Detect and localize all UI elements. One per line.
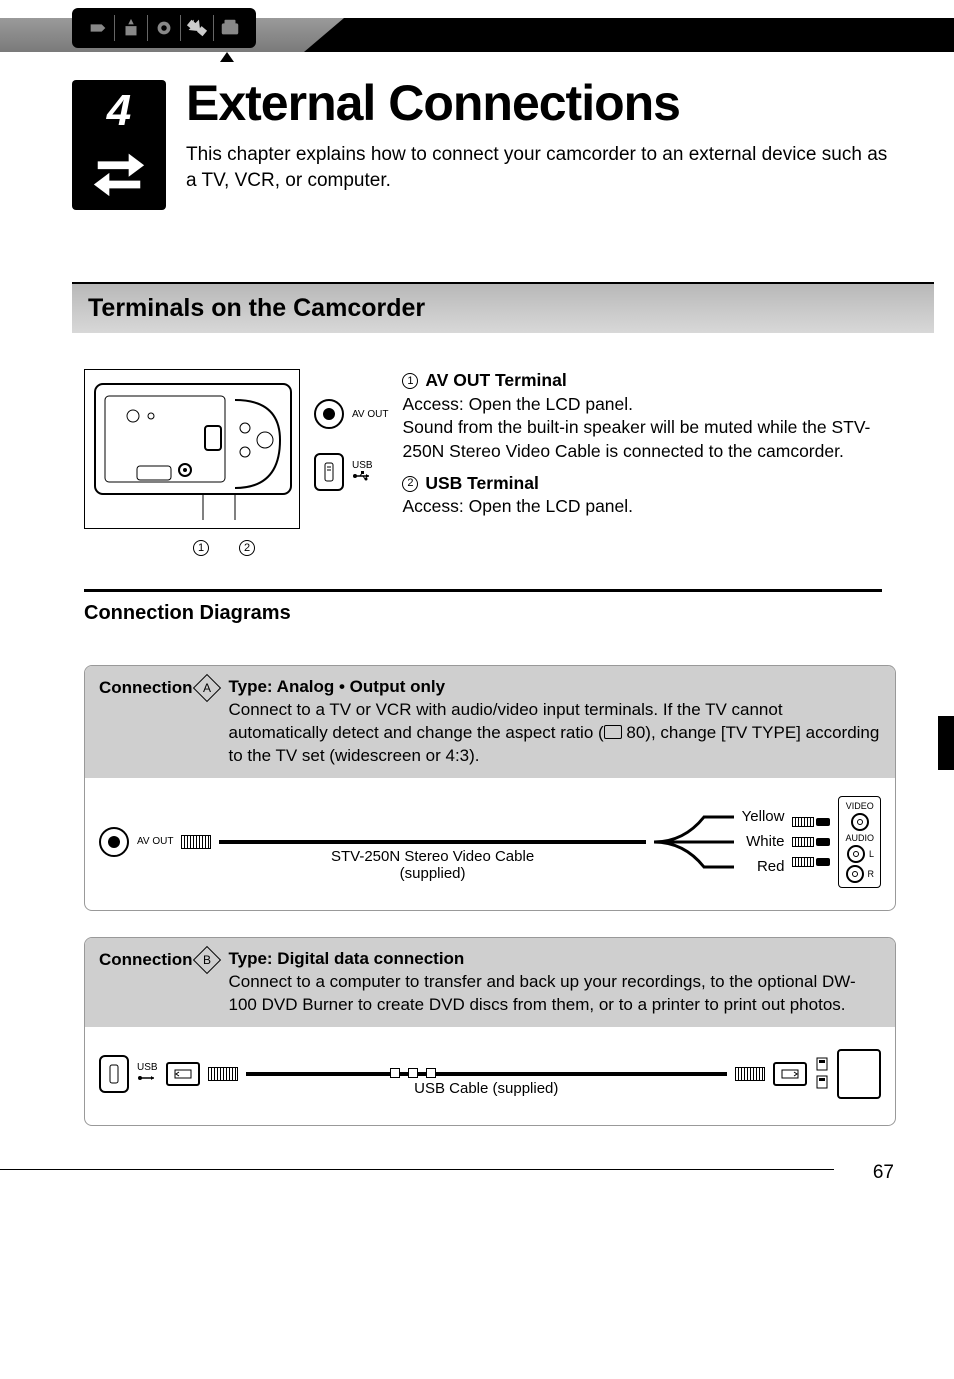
av-terminal-heading: 1 AV OUT Terminal <box>402 369 894 393</box>
mode-icon-4 <box>181 14 213 42</box>
mode-icon-1 <box>82 14 114 42</box>
usb-symbol-icon <box>352 471 372 481</box>
usb-cable-stub-left <box>208 1067 238 1081</box>
connection-b-block: Connection B Type: Digital data connecti… <box>84 937 896 1126</box>
connection-a-desc: Connect to a TV or VCR with audio/video … <box>229 699 882 768</box>
connection-a-type: Type: Analog • Output only <box>229 676 882 699</box>
usb-port-icon: USB <box>314 453 388 491</box>
rca-plugs <box>792 817 830 867</box>
usb-symbol-icon <box>137 1073 157 1083</box>
mode-icon-5 <box>214 14 246 42</box>
transfer-arrows-icon <box>90 142 148 205</box>
connection-b-type: Type: Digital data connection <box>229 948 882 971</box>
chapter-description: This chapter explains how to connect you… <box>186 142 894 193</box>
av-terminal-note: Sound from the built-in speaker will be … <box>402 416 894 463</box>
computer-device-icon <box>837 1049 881 1099</box>
cable-plug-left <box>181 835 211 849</box>
usb-mini-plug-icon <box>166 1062 200 1086</box>
mode-icon-3 <box>148 14 180 42</box>
av-out-jack-icon <box>99 827 129 857</box>
section-heading-bar: Terminals on the Camcorder <box>72 282 934 333</box>
callout-2: 2 <box>239 540 255 556</box>
subsection-heading: Connection Diagrams <box>84 589 882 625</box>
tv-input-panel: VIDEO AUDIO L R <box>838 796 881 888</box>
cable-split-icon <box>654 807 734 877</box>
usb-terminal-access: Access: Open the LCD panel. <box>402 495 894 519</box>
chapter-badge: 4 <box>72 80 166 210</box>
camcorder-illustration: 1 2 <box>84 369 300 529</box>
mode-icon-2 <box>115 14 147 42</box>
top-tab-strip <box>0 0 954 52</box>
mode-tab-icons <box>72 8 256 48</box>
connection-a-label: Connection A <box>99 676 217 698</box>
av-out-port-icon: AV OUT <box>314 399 388 429</box>
usb-port-icon-b <box>99 1055 129 1093</box>
manual-ref-icon <box>604 725 622 739</box>
chapter-number: 4 <box>107 86 131 136</box>
usb-a-plug-icon <box>773 1062 807 1086</box>
active-tab-indicator <box>220 52 234 62</box>
connection-b-label: Connection B <box>99 948 217 970</box>
usb-cable-stub-right <box>735 1067 765 1081</box>
usb-socket-icon <box>815 1054 829 1094</box>
page-number: 67 <box>0 1126 954 1214</box>
connection-a-block: Connection A Type: Analog • Output only … <box>84 665 896 911</box>
section-title: Terminals on the Camcorder <box>88 294 918 323</box>
chapter-title: External Connections <box>186 74 894 132</box>
rca-color-labels: Yellow White Red <box>742 808 785 875</box>
usb-terminal-heading: 2 USB Terminal <box>402 472 894 496</box>
side-thumb-tab <box>938 716 954 770</box>
stereo-video-cable: STV-250N Stereo Video Cable (supplied) <box>219 840 645 844</box>
connection-b-desc: Connect to a computer to transfer and ba… <box>229 971 882 1017</box>
usb-cable: USB Cable (supplied) <box>246 1072 727 1076</box>
callout-1: 1 <box>193 540 209 556</box>
av-terminal-access: Access: Open the LCD panel. <box>402 393 894 417</box>
